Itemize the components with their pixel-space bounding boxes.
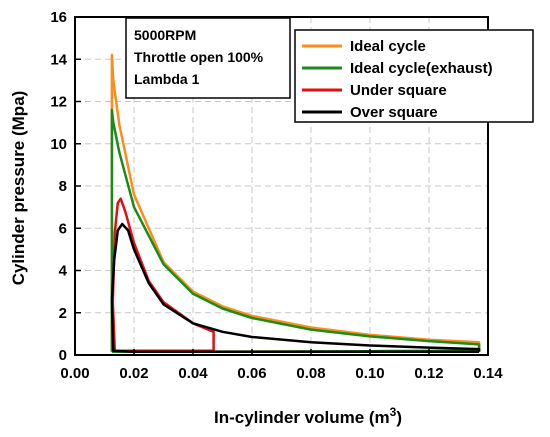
x-tick-label: 0.10 [355,365,384,382]
x-axis-label: In-cylinder volume (m3) [214,405,402,427]
series-line-1 [110,108,481,354]
y-axis-label: Cylinder pressure (Mpa) [9,91,28,286]
x-tick-label: 0.08 [296,365,325,382]
legend: Ideal cycle Ideal cycle(exhaust) Under squ… [294,29,534,123]
y-tick-label: 6 [59,220,67,237]
x-tick-label: 0.02 [119,365,148,382]
y-tick-label: 4 [59,263,68,280]
x-tick-label: 0.12 [414,365,443,382]
y-tick-label: 8 [59,178,67,195]
x-tick-label: 0.14 [473,365,503,382]
legend-label-1: Ideal cycle(exhaust) [350,60,493,77]
legend-label-3: Over square [350,104,438,121]
x-tick-label: 0.04 [178,365,208,382]
condition-annotation: 5000RPM Throttle open 100% Lambda 1 [125,17,291,99]
annotation-line-rpm: 5000RPM [134,27,196,43]
legend-label-2: Under square [350,82,447,99]
x-axis-label-main: In-cylinder volume (m [214,408,390,427]
y-tick-label: 10 [50,136,67,153]
x-axis-label-sup: 3 [390,405,397,419]
annotation-line-lambda: Lambda 1 [134,71,200,87]
series-line-2 [111,197,215,353]
y-tick-label: 16 [50,9,67,26]
series-line-3 [110,222,481,354]
annotation-box [125,17,291,99]
annotation-line-throttle: Throttle open 100% [134,49,264,65]
legend-label-0: Ideal cycle [350,38,426,55]
x-tick-label: 0.06 [237,365,266,382]
axis-ticks: 0.00 0.02 0.04 0.06 0.08 0.10 0.12 0.14 0 2 4 6 8 10 1… [50,9,503,382]
x-tick-label: 0.00 [60,365,89,382]
x-axis-label-end: ) [396,408,402,427]
y-tick-label: 0 [59,347,67,364]
y-tick-label: 12 [50,94,67,111]
series-lines [110,53,481,354]
y-tick-label: 14 [50,51,67,68]
y-tick-label: 2 [59,305,67,322]
